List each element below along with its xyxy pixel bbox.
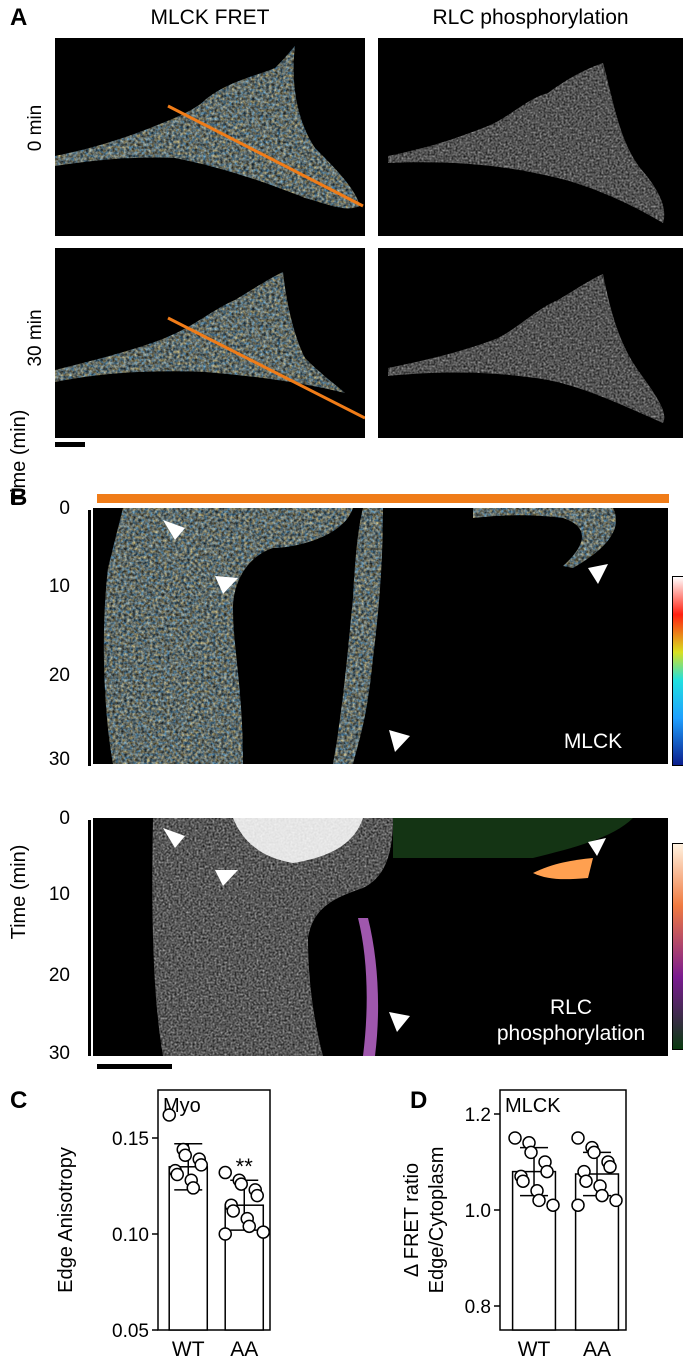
chart-d-category-AA: AA — [583, 1338, 611, 1359]
column-title-mlck-fret: MLCK FRET — [150, 6, 270, 29]
chart-c-point-WT — [194, 1158, 208, 1172]
chart-c-point-WT — [162, 1108, 176, 1122]
chart-d-ytick-label: 1.2 — [465, 1105, 491, 1126]
kymo2-label-line2: phosphorylation — [497, 1022, 645, 1045]
chart-d-point-AA — [571, 1131, 585, 1145]
kymo1-ytick: 0 — [59, 498, 70, 519]
kymo1-ytick: 20 — [48, 665, 70, 686]
kymo1-ytick: 10 — [48, 576, 70, 597]
chart-d-point-AA — [603, 1160, 617, 1174]
chart-d-point-AA — [595, 1188, 609, 1203]
chart-d-point-AA — [587, 1145, 601, 1160]
kymo2-ytick: 0 — [59, 808, 70, 829]
chart-d-point-AA — [579, 1174, 593, 1188]
chart-d: Δ FRET ratio Edge/Cytoplasm 0.8 1.0 1.2 MLC… — [401, 1089, 627, 1359]
mlck-colorbar — [672, 576, 683, 766]
rlc-colorbar — [672, 843, 683, 1050]
kymo2-ytick: 10 — [48, 884, 70, 905]
panel-d-letter: D — [410, 1087, 428, 1114]
mlck-fret-image-30min — [55, 248, 365, 438]
chart-c-point-WT — [178, 1148, 192, 1163]
chart-d-y-axis-label-line2: Edge/Cytoplasm — [426, 1147, 448, 1294]
chart-c-point-WT — [170, 1167, 184, 1182]
chart-c-category-WT: WT — [172, 1338, 205, 1359]
kymo2-y-axis — [88, 820, 91, 1056]
rlc-phosphorylation-kymograph: RLC phosphorylation — [93, 818, 668, 1056]
mlck-fret-image-0min — [55, 38, 365, 236]
chart-d-ytick-label: 1.0 — [465, 1201, 491, 1222]
chart-d-point-WT — [508, 1131, 522, 1145]
chart-c-significance: ** — [236, 1154, 254, 1179]
chart-d-point-WT — [540, 1164, 554, 1179]
row-label-0-min: 0 min — [25, 104, 46, 152]
scale-bar-b — [97, 1064, 172, 1069]
chart-c-ytick-label: 0.15 — [112, 1129, 149, 1150]
column-title-rlc-phosphorylation: RLC phosphorylation — [432, 6, 629, 29]
chart-d-inset-label: MLCK — [505, 1095, 561, 1117]
mlck-kymograph: MLCK — [93, 508, 668, 764]
chart-c-y-axis-label: Edge Anisotropy — [55, 1147, 77, 1293]
kymo1-label: MLCK — [564, 730, 622, 753]
panel-b-letter: B — [10, 484, 28, 511]
chart-c-point-AA — [218, 1165, 232, 1180]
chart-d-ytick-label: 0.8 — [465, 1297, 491, 1318]
chart-c-category-AA: AA — [230, 1338, 258, 1359]
kymo1-ytick: 30 — [48, 749, 70, 770]
rlc-phosphorylation-image-0min — [378, 38, 683, 236]
row-label-30-min: 30 min — [25, 309, 46, 367]
kymo2-y-axis-label: Time (min) — [8, 844, 30, 940]
panel-c-letter: C — [10, 1087, 28, 1114]
kymo1-y-axis — [88, 510, 91, 766]
chart-d-point-WT — [516, 1174, 530, 1188]
chart-d-point-AA — [571, 1198, 585, 1212]
chart-d-point-WT — [546, 1198, 560, 1212]
chart-d-point-AA — [609, 1193, 623, 1208]
kymo2-ytick: 30 — [48, 1043, 70, 1064]
kymo2-ytick: 20 — [48, 965, 70, 986]
chart-c-point-AA — [242, 1219, 256, 1234]
chart-d-category-WT: WT — [518, 1338, 551, 1359]
kymo1-y-axis-label: Time (min) — [8, 409, 30, 505]
chart-d-point-WT — [532, 1193, 546, 1208]
chart-c-ytick-label: 0.05 — [112, 1321, 149, 1342]
chart-d-point-WT — [524, 1145, 538, 1160]
chart-c-point-AA — [234, 1177, 248, 1191]
chart-c-ytick-label: 0.10 — [112, 1225, 149, 1246]
rlc-phosphorylation-image-30min — [378, 248, 683, 438]
chart-c-point-WT — [186, 1181, 200, 1195]
chart-c-point-AA — [226, 1204, 240, 1218]
scale-bar-a — [55, 442, 85, 447]
kymo2-label-line1: RLC — [550, 996, 592, 1019]
kymograph-line-indicator — [97, 494, 669, 503]
chart-d-y-axis-label-line1: Δ FRET ratio — [401, 1163, 423, 1277]
panel-a-letter: A — [10, 4, 28, 31]
chart-c-point-AA — [256, 1225, 270, 1239]
chart-c-frame — [157, 1089, 271, 1331]
chart-c-point-AA — [250, 1188, 264, 1203]
chart-c-point-AA — [218, 1227, 232, 1241]
chart-c-bar-WT — [168, 1166, 209, 1331]
